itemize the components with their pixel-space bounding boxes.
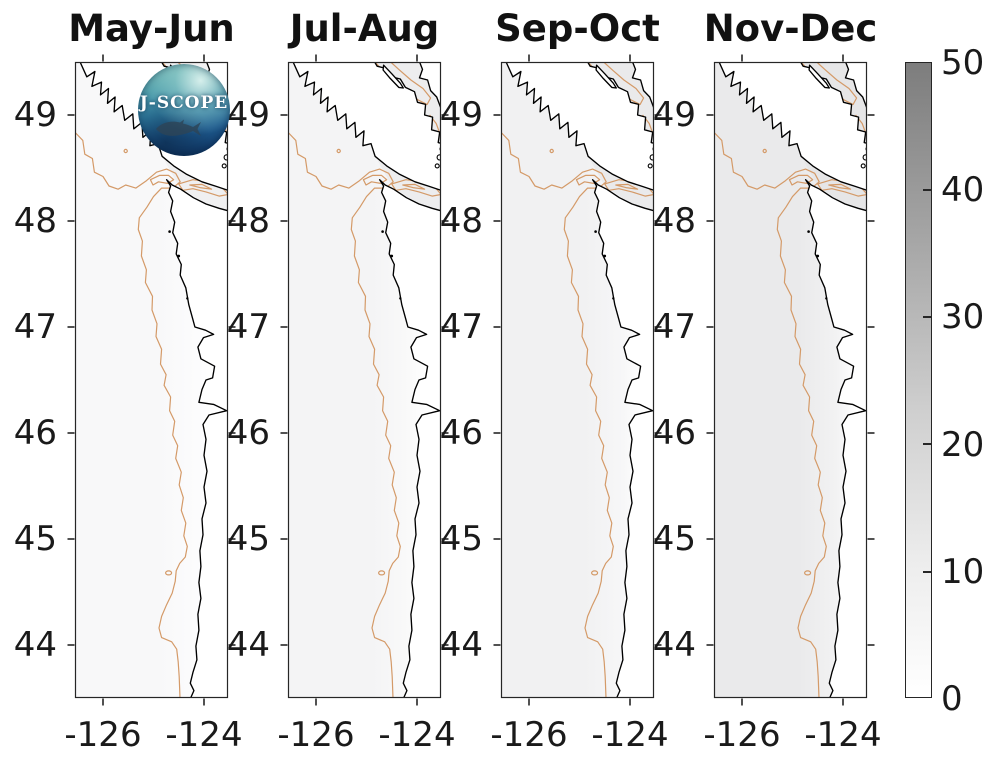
lat-tick-label: 45 bbox=[439, 519, 483, 559]
lat-tick-label: 44 bbox=[226, 625, 270, 665]
panel-title-nov-dec: Nov-Dec bbox=[703, 7, 878, 50]
jscope-logo-text: J-SCOPE bbox=[139, 93, 229, 113]
lat-tick-label: 49 bbox=[652, 95, 696, 135]
colorbar-tick-label: 50 bbox=[941, 43, 985, 83]
mainland-bc-coast bbox=[418, 62, 441, 109]
lon-tick-label: -124 bbox=[804, 715, 882, 755]
lat-tick-label: 46 bbox=[439, 413, 483, 453]
panel-title-sep-oct: Sep-Oct bbox=[495, 7, 660, 50]
vancouver-island bbox=[292, 62, 441, 192]
lon-tick-label: -126 bbox=[64, 715, 142, 755]
lat-tick-label: 45 bbox=[226, 519, 270, 559]
strait-of-georgia-water bbox=[585, 62, 654, 154]
island bbox=[223, 154, 228, 161]
washington-oregon-coast bbox=[378, 179, 441, 698]
lon-tick-label: -124 bbox=[591, 715, 669, 755]
offshore-rock bbox=[177, 254, 181, 258]
lat-tick-label: 47 bbox=[13, 307, 57, 347]
washington-oregon-coast bbox=[804, 179, 867, 698]
texada-island bbox=[808, 64, 830, 89]
offshore-rock bbox=[594, 230, 597, 233]
fish-icon bbox=[156, 119, 201, 136]
mainland-bc-coast bbox=[631, 62, 654, 109]
lat-tick-label: 46 bbox=[226, 413, 270, 453]
colorbar-tick bbox=[923, 571, 931, 573]
coastline bbox=[718, 62, 867, 698]
lat-tick-label: 46 bbox=[652, 413, 696, 453]
colorbar-tick bbox=[923, 443, 931, 445]
offshore-rock bbox=[807, 230, 810, 233]
island bbox=[647, 163, 653, 169]
lon-tick-label: -124 bbox=[378, 715, 456, 755]
offshore-rock bbox=[390, 254, 394, 258]
offshore-rock bbox=[603, 254, 607, 258]
lat-tick-label: 49 bbox=[13, 95, 57, 135]
map-panel-sep-oct bbox=[493, 54, 662, 706]
map-panel-may-jun bbox=[67, 54, 236, 706]
lat-tick-label: 45 bbox=[652, 519, 696, 559]
lon-tick-label: -124 bbox=[165, 715, 243, 755]
lon-tick-label: -126 bbox=[277, 715, 355, 755]
panel-title-may-jun: May-Jun bbox=[68, 7, 235, 50]
lat-tick-label: 48 bbox=[13, 201, 57, 241]
colorbar-tick-label: 0 bbox=[941, 679, 963, 719]
panel-border bbox=[74, 61, 229, 699]
island bbox=[221, 163, 227, 169]
map-panel-jul-aug bbox=[280, 54, 449, 706]
mainland-bc-coast bbox=[844, 62, 867, 109]
island bbox=[860, 163, 866, 169]
lat-tick-label: 46 bbox=[13, 413, 57, 453]
washington-oregon-coast bbox=[165, 179, 228, 698]
lat-tick-label: 44 bbox=[13, 625, 57, 665]
colorbar-gradient bbox=[906, 63, 931, 697]
map-panel-nov-dec bbox=[706, 54, 875, 706]
offshore-rock bbox=[381, 230, 384, 233]
offshore-rock bbox=[399, 297, 402, 300]
lat-tick-label: 48 bbox=[439, 201, 483, 241]
offshore-rock bbox=[168, 230, 171, 233]
vancouver-island bbox=[505, 62, 654, 192]
island bbox=[649, 154, 654, 161]
offshore-rock bbox=[612, 297, 615, 300]
panel-border bbox=[500, 61, 655, 699]
lon-tick-label: -126 bbox=[703, 715, 781, 755]
colorbar-tick-label: 10 bbox=[941, 552, 985, 592]
lat-tick-label: 47 bbox=[439, 307, 483, 347]
lat-tick-label: 48 bbox=[652, 201, 696, 241]
colorbar-tick-label: 30 bbox=[941, 297, 985, 337]
panel-border bbox=[287, 61, 442, 699]
strait-of-georgia-water bbox=[798, 62, 867, 154]
lat-tick-label: 47 bbox=[226, 307, 270, 347]
jscope-logo: J-SCOPE bbox=[138, 64, 230, 156]
island bbox=[434, 163, 440, 169]
strait-of-georgia-water bbox=[372, 62, 441, 154]
offshore-rock bbox=[816, 254, 820, 258]
lat-tick-label: 45 bbox=[13, 519, 57, 559]
coastline bbox=[292, 62, 441, 698]
lat-tick-label: 48 bbox=[226, 201, 270, 241]
colorbar-tick bbox=[923, 189, 931, 191]
lat-tick-label: 47 bbox=[652, 307, 696, 347]
panel-title-jul-aug: Jul-Aug bbox=[289, 7, 440, 50]
texada-island bbox=[595, 64, 617, 89]
isobath-200m-contours bbox=[501, 62, 654, 698]
colorbar-tick bbox=[923, 316, 931, 318]
texada-island bbox=[382, 64, 404, 89]
offshore-rock bbox=[186, 297, 189, 300]
island bbox=[436, 154, 441, 161]
offshore-rock bbox=[825, 297, 828, 300]
colorbar-tick-label: 40 bbox=[941, 170, 985, 210]
lat-tick-label: 44 bbox=[439, 625, 483, 665]
island bbox=[862, 154, 867, 161]
panel-border bbox=[713, 61, 868, 699]
lat-tick-label: 49 bbox=[226, 95, 270, 135]
lon-tick-label: -126 bbox=[490, 715, 568, 755]
lat-tick-label: 49 bbox=[439, 95, 483, 135]
washington-oregon-coast bbox=[591, 179, 654, 698]
colorbar bbox=[905, 62, 932, 698]
lat-tick-label: 44 bbox=[652, 625, 696, 665]
colorbar-tick-label: 20 bbox=[941, 425, 985, 465]
vancouver-island bbox=[718, 62, 867, 192]
